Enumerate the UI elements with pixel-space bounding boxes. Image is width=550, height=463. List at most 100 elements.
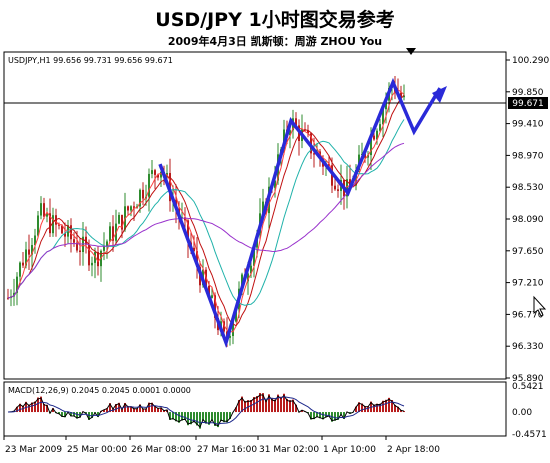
candle-body	[97, 252, 99, 267]
x-tick-label: 2 Apr 18:00	[387, 445, 440, 455]
candle-body	[289, 130, 291, 136]
macd-tick-label: 0.5421	[512, 382, 544, 392]
candle-body	[76, 242, 78, 251]
candle-body	[25, 249, 27, 266]
candle-body	[79, 250, 81, 253]
candle-body	[19, 262, 21, 277]
candle-body	[370, 135, 372, 156]
candle-body	[121, 214, 123, 230]
candle-body	[346, 179, 348, 197]
candle-body	[337, 189, 339, 191]
x-tick-label: 31 Mar 02:00	[259, 445, 319, 455]
y-tick-label: 98.090	[512, 215, 544, 225]
candle-body	[106, 241, 108, 247]
candle-body	[229, 336, 231, 338]
candle-body	[232, 321, 234, 337]
candle-body	[214, 295, 216, 318]
candle-body	[133, 206, 135, 209]
candle-body	[22, 262, 24, 266]
candle-body	[403, 95, 405, 98]
candle-body	[313, 153, 315, 155]
candle-body	[109, 226, 111, 242]
candle-body	[103, 246, 105, 251]
candle-body	[382, 109, 384, 125]
y-tick-label: 97.210	[512, 279, 544, 289]
candle-body	[154, 170, 156, 175]
candle-body	[376, 130, 378, 140]
y-tick-label: 96.330	[512, 342, 544, 352]
candle-body	[64, 233, 66, 237]
y-tick-label: 97.650	[512, 247, 544, 257]
candle-body	[94, 252, 96, 263]
candle-body	[148, 173, 150, 197]
candle-body	[46, 213, 48, 217]
candle-body	[37, 215, 39, 236]
candle-body	[157, 174, 159, 178]
y-tick-label: 99.850	[512, 88, 544, 98]
chart-subtitle: 2009年4月3日 凯斯顿：周游 ZHOU You	[168, 34, 382, 48]
ma-long-line	[7, 142, 405, 299]
candle-body	[385, 100, 387, 110]
chart-title: USD/JPY 1小时图交易参考	[155, 8, 394, 31]
candle-body	[91, 262, 93, 266]
x-tick-label: 25 Mar 00:00	[67, 445, 127, 455]
current-price-box	[508, 97, 548, 109]
candle-body	[193, 247, 195, 252]
candle-body	[223, 321, 225, 332]
candle-body	[262, 201, 264, 214]
ma-mid-line	[7, 94, 405, 327]
candle-body	[112, 226, 114, 241]
candle-body	[88, 244, 90, 266]
candle-body	[247, 273, 249, 282]
candle-body	[130, 206, 132, 211]
candle-body	[28, 249, 30, 255]
candle-body	[295, 118, 297, 126]
candle-body	[196, 251, 198, 268]
candle-body	[70, 225, 72, 240]
candle-body	[253, 247, 255, 266]
symbol-info: USDJPY,H1 99.656 99.731 99.656 99.671	[8, 56, 173, 65]
candle-body	[43, 203, 45, 217]
candle-body	[379, 124, 381, 131]
candle-body	[241, 274, 243, 289]
macd-tick-label: 0.00	[512, 408, 532, 418]
candle-body	[127, 206, 129, 211]
x-tick-label: 27 Mar 16:00	[197, 445, 257, 455]
x-tick-label: 1 Apr 10:00	[323, 445, 376, 455]
y-tick-label: 100.290	[512, 56, 549, 66]
y-tick-label: 95.890	[512, 374, 544, 384]
candle-body	[61, 225, 63, 234]
macd-y-axis: 0.5421 0.00 -0.4571	[512, 382, 547, 440]
zigzag-line	[158, 77, 442, 349]
macd-label: MACD(12,26,9) 0.2045 0.2045 0.0001 0.000…	[8, 386, 191, 395]
candle-body	[250, 265, 252, 274]
candle-body	[31, 245, 33, 255]
candle-body	[235, 309, 237, 322]
candle-body	[373, 135, 375, 140]
marker-triangle	[406, 48, 416, 55]
x-axis: 23 Mar 2009 25 Mar 00:00 26 Mar 08:00 27 Ma…	[3, 436, 440, 455]
candle-body	[118, 214, 120, 224]
x-tick-label: 23 Mar 2009	[5, 445, 62, 455]
candle-body	[73, 239, 75, 243]
zigzag-arrowhead	[432, 86, 447, 103]
candle-body	[58, 224, 60, 226]
candle-body	[187, 220, 189, 243]
candle-body	[142, 189, 144, 199]
candle-body	[274, 180, 276, 188]
candle-body	[49, 213, 51, 234]
candle-body	[211, 295, 213, 298]
candle-body	[400, 92, 402, 98]
y-tick-label: 98.970	[512, 151, 544, 161]
mouse-cursor-icon	[533, 295, 547, 317]
candle-body	[367, 155, 369, 158]
candle-body	[184, 217, 186, 221]
x-tick-label: 26 Mar 08:00	[131, 445, 191, 455]
macd-tick-label: -0.4571	[512, 430, 547, 440]
ma-slow-line	[7, 119, 405, 306]
candle-body	[334, 185, 336, 190]
y-tick-label: 98.530	[512, 183, 544, 193]
candle-body	[34, 235, 36, 246]
y-axis: 100.290 99.850 99.410 98.970 98.530 98.090 97.…	[506, 56, 549, 384]
